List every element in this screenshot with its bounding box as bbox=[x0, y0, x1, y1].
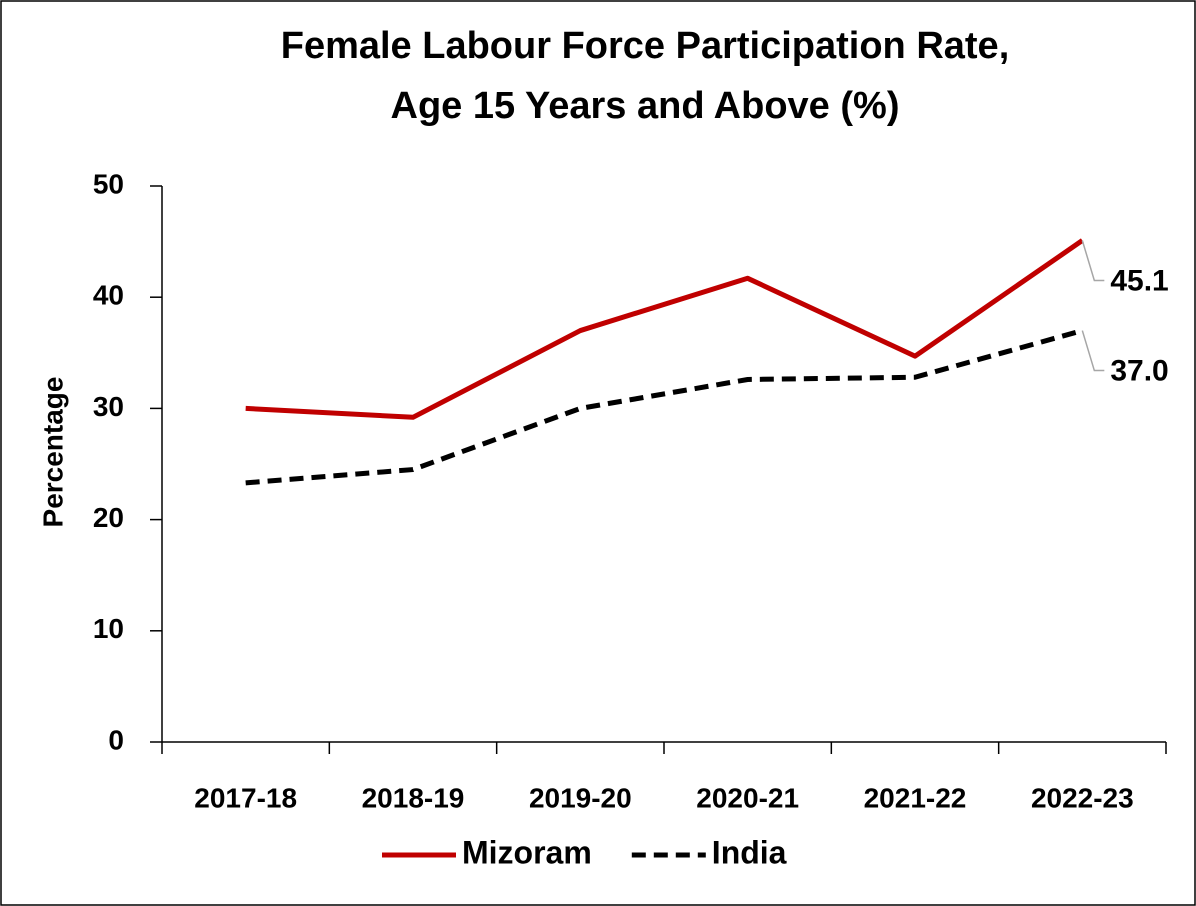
y-tick-label: 30 bbox=[93, 391, 124, 422]
x-tick-label: 2020-21 bbox=[696, 782, 799, 813]
y-tick-label: 20 bbox=[93, 502, 124, 533]
y-tick-label: 50 bbox=[93, 168, 124, 199]
y-tick-label: 10 bbox=[93, 613, 124, 644]
legend-label: Mizoram bbox=[462, 834, 592, 870]
data-label: 37.0 bbox=[1110, 354, 1168, 387]
legend-label: India bbox=[712, 834, 787, 870]
leader-line bbox=[1081, 240, 1105, 282]
x-tick-label: 2022-23 bbox=[1031, 782, 1134, 813]
chart-title: Female Labour Force Participation Rate, bbox=[281, 25, 1010, 67]
x-tick-label: 2017-18 bbox=[194, 782, 297, 813]
x-tick-label: 2019-20 bbox=[529, 782, 632, 813]
chart-title: Age 15 Years and Above (%) bbox=[391, 85, 900, 127]
x-tick-label: 2018-19 bbox=[362, 782, 465, 813]
x-tick-label: 2021-22 bbox=[864, 782, 967, 813]
y-axis-label: Percentage bbox=[37, 377, 68, 528]
y-tick-label: 0 bbox=[108, 724, 124, 755]
data-line bbox=[245, 328, 1084, 486]
leader-line bbox=[1081, 330, 1105, 372]
data-line bbox=[245, 238, 1084, 420]
data-label: 45.1 bbox=[1110, 264, 1168, 297]
y-tick-label: 40 bbox=[93, 280, 124, 311]
